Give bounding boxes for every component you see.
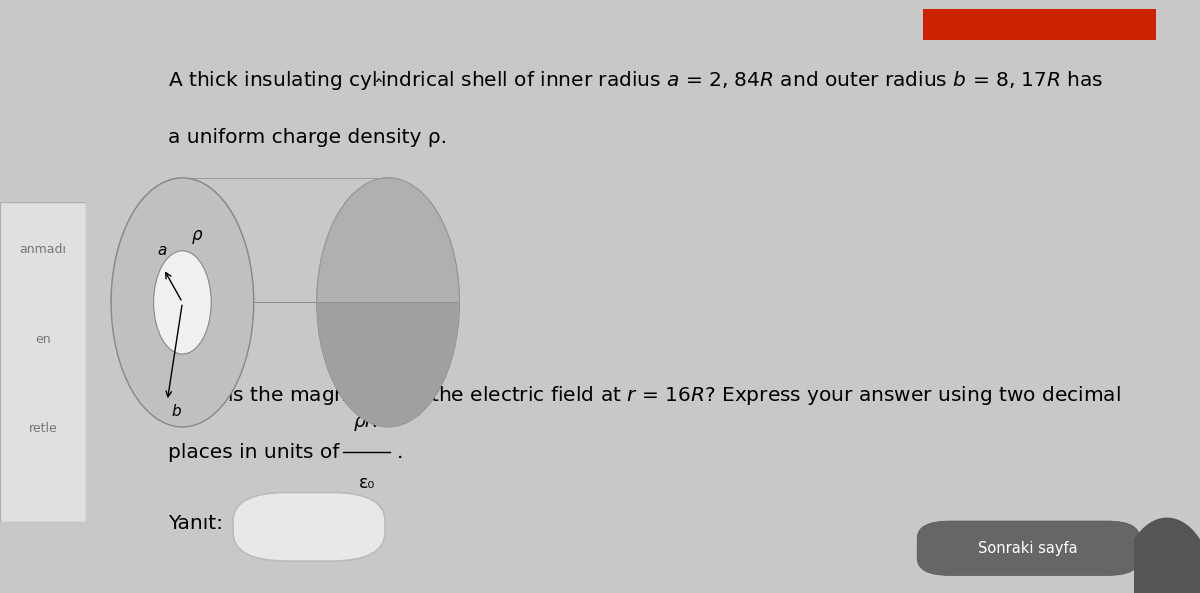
- Text: What is the magnitude of the electric field at $r$ = 16$R$? Express your answer : What is the magnitude of the electric fi…: [168, 384, 1121, 407]
- Polygon shape: [112, 178, 460, 302]
- Text: a uniform charge density ρ.: a uniform charge density ρ.: [168, 128, 446, 147]
- Ellipse shape: [112, 178, 253, 427]
- Text: anmadı: anmadı: [19, 243, 67, 256]
- Text: $\rho$: $\rho$: [191, 228, 204, 246]
- Text: $b$: $b$: [172, 403, 182, 419]
- Text: ρR: ρR: [354, 412, 379, 431]
- Circle shape: [1121, 518, 1200, 593]
- Ellipse shape: [154, 251, 211, 354]
- Text: places in units of: places in units of: [168, 443, 346, 462]
- Text: $a$: $a$: [157, 243, 168, 258]
- Ellipse shape: [359, 251, 416, 354]
- Text: A thick insulating cyl$\hat{\,}$indrical shell of inner radius $a$ = 2, 84$R$ an: A thick insulating cyl$\hat{\,}$indrical…: [168, 69, 1103, 92]
- Ellipse shape: [317, 178, 460, 427]
- Text: retle: retle: [29, 422, 58, 435]
- FancyBboxPatch shape: [923, 9, 1156, 40]
- FancyBboxPatch shape: [0, 202, 86, 522]
- Polygon shape: [112, 302, 460, 427]
- Text: Yanıt:: Yanıt:: [168, 514, 223, 534]
- Text: en: en: [35, 333, 52, 346]
- Text: Sonraki sayfa: Sonraki sayfa: [978, 541, 1078, 556]
- Text: ε₀: ε₀: [359, 474, 374, 492]
- Text: .: .: [397, 443, 403, 462]
- FancyBboxPatch shape: [233, 492, 385, 561]
- FancyBboxPatch shape: [917, 521, 1140, 575]
